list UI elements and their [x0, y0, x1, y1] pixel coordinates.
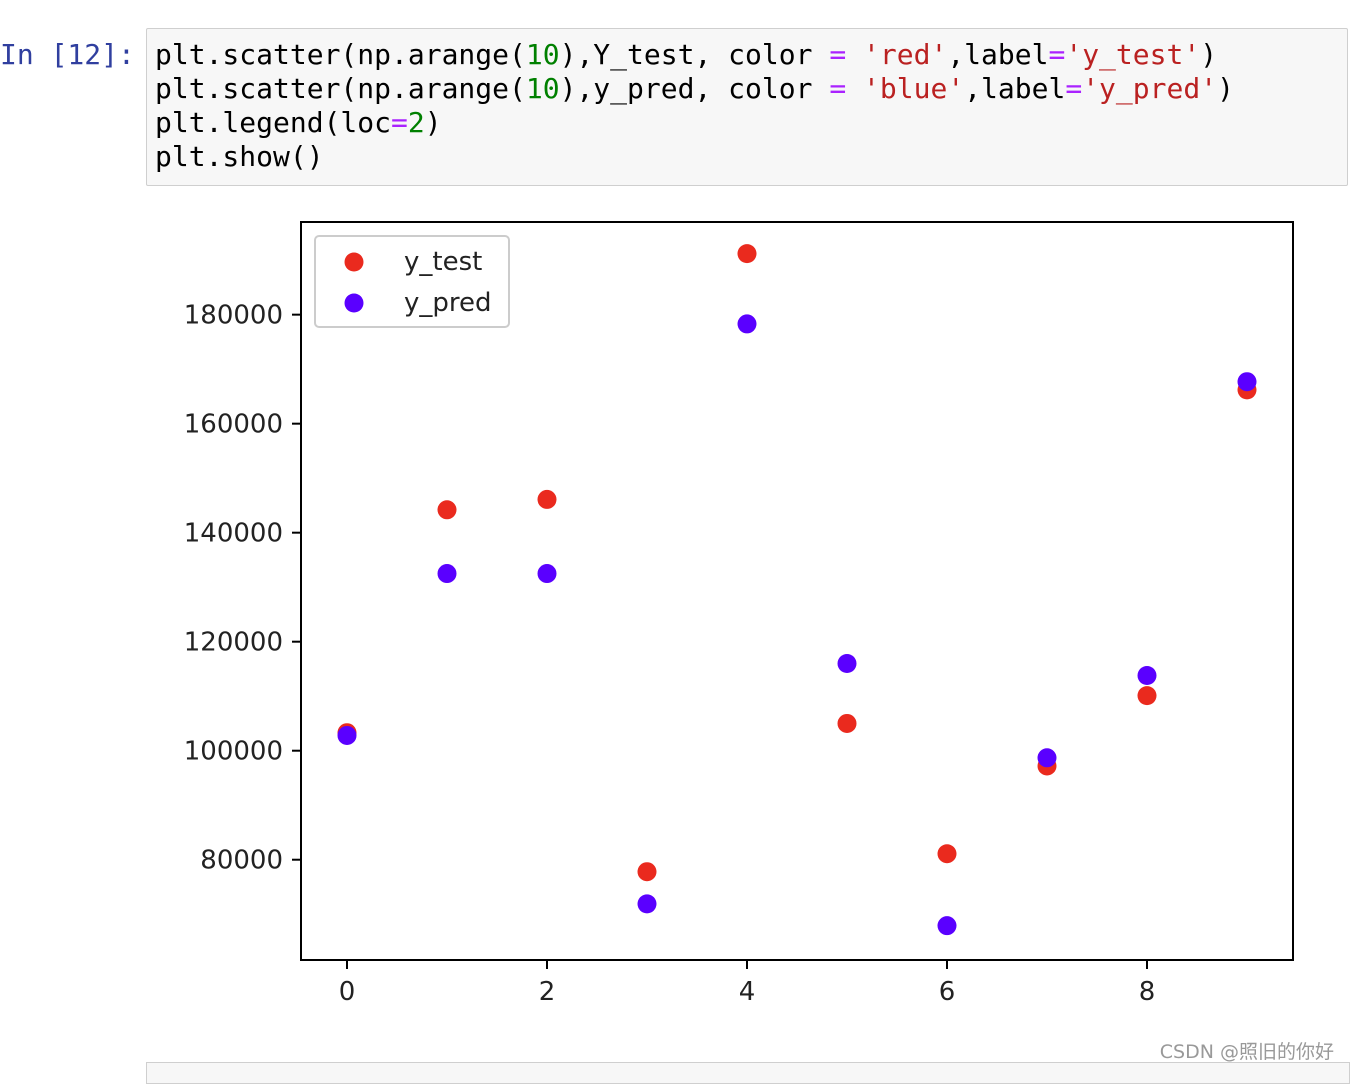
scatter-point [837, 653, 857, 673]
next-cell[interactable] [146, 1062, 1350, 1084]
y-tick-label: 180000 [184, 301, 283, 331]
scatter-point [637, 894, 657, 914]
watermark: CSDN @照旧的你好 [1159, 1041, 1334, 1063]
scatter-point [437, 564, 457, 584]
legend-marker [344, 252, 364, 272]
scatter-point [1037, 748, 1057, 768]
scatter-point [637, 862, 657, 882]
scatter-point [937, 916, 957, 936]
legend-label: y_pred [404, 288, 492, 318]
code-line: plt.show() [155, 140, 324, 173]
y-tick-label: 120000 [184, 628, 283, 658]
scatter-point [437, 500, 457, 520]
scatter-point [537, 564, 557, 584]
code-line: plt.legend(loc=2) [155, 106, 442, 139]
scatter-point [1137, 686, 1157, 706]
chart: 80000 100000 120000 140000 160000 180000 0 2 4 6 8… [184, 221, 1294, 1007]
x-tick-label: 8 [1139, 977, 1156, 1007]
scatter-point [737, 244, 757, 264]
scatter-point [837, 713, 857, 733]
y-tick-label: 160000 [184, 410, 283, 440]
y-tick-label: 80000 [200, 846, 283, 876]
y-tick-label: 140000 [184, 519, 283, 549]
x-tick-label: 0 [339, 977, 356, 1007]
plot-frame [300, 221, 1294, 961]
code-line: plt.scatter(np.arange(10),Y_test, color … [155, 38, 1218, 71]
legend-box [314, 235, 510, 328]
code-line: plt.scatter(np.arange(10),y_pred, color … [155, 72, 1234, 105]
y-tick-label: 100000 [184, 737, 283, 767]
legend-label: y_test [404, 247, 482, 277]
scatter-point [537, 489, 557, 509]
scatter-point [337, 725, 357, 745]
x-tick-label: 6 [939, 977, 956, 1007]
x-tick-label: 2 [539, 977, 556, 1007]
scatter-point [737, 314, 757, 334]
scatter-point [937, 844, 957, 864]
code-cell[interactable]: plt.scatter(np.arange(10),Y_test, color … [146, 28, 1348, 186]
scatter-point [1137, 665, 1157, 685]
x-tick-label: 4 [739, 977, 756, 1007]
legend-marker [344, 293, 364, 313]
scatter-point [1237, 372, 1257, 392]
cell-prompt: In [12]: [0, 38, 135, 71]
